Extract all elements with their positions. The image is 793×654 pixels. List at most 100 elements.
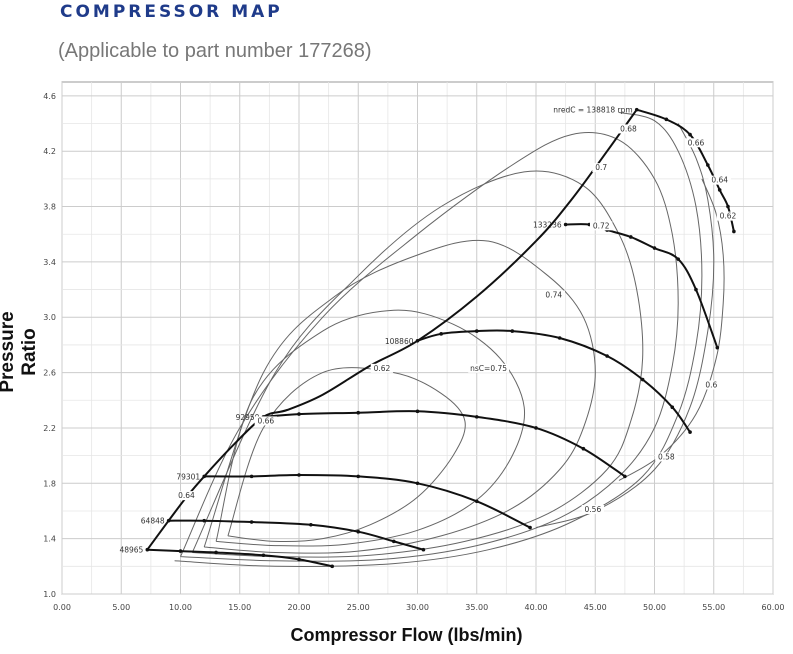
speed-point bbox=[356, 474, 361, 479]
x-tick-label: 50.00 bbox=[643, 603, 666, 612]
efficiency-label: nsC=0.75 bbox=[470, 364, 507, 373]
speed-point bbox=[640, 377, 645, 382]
speed-point bbox=[581, 446, 586, 451]
speed-point bbox=[605, 354, 609, 358]
x-tick-label: 5.00 bbox=[112, 603, 130, 612]
efficiency-label-bg bbox=[581, 504, 605, 514]
page-title: COMPRESSOR MAP bbox=[60, 2, 283, 22]
efficiency-contour bbox=[227, 367, 466, 543]
efficiency-contour bbox=[191, 170, 644, 558]
speed-point bbox=[392, 539, 396, 544]
x-tick-label: 0.00 bbox=[53, 603, 71, 612]
speed-point bbox=[415, 481, 420, 486]
speed-point bbox=[356, 529, 361, 534]
page-subtitle: (Applicable to part number 177268) bbox=[58, 40, 372, 62]
x-tick-label: 45.00 bbox=[584, 603, 607, 612]
speed-point bbox=[715, 345, 720, 350]
efficiency-label: 0.74 bbox=[545, 290, 562, 299]
efficiency-label: 0.62 bbox=[374, 364, 391, 373]
efficiency-label: 0.66 bbox=[688, 138, 705, 147]
efficiency-label-bg bbox=[716, 211, 740, 221]
x-tick-label: 55.00 bbox=[702, 603, 725, 612]
y-tick-label: 4.2 bbox=[43, 147, 56, 156]
efficiency-contour bbox=[215, 309, 526, 547]
surge-line bbox=[146, 109, 638, 551]
efficiency-label: 0.6 bbox=[705, 380, 717, 389]
efficiency-label-bg bbox=[542, 290, 565, 300]
speed-point bbox=[474, 499, 479, 504]
efficiency-label: 0.64 bbox=[178, 491, 195, 500]
efficiency-label: 0.7 bbox=[595, 163, 607, 172]
efficiency-islands bbox=[174, 111, 725, 567]
speed-point bbox=[670, 405, 675, 409]
speed-point bbox=[356, 410, 361, 415]
efficiency-label: 0.66 bbox=[257, 416, 274, 425]
efficiency-contour bbox=[174, 111, 703, 567]
speed-point bbox=[421, 547, 426, 552]
y-tick-label: 3.8 bbox=[43, 203, 56, 212]
x-tick-label: 35.00 bbox=[465, 603, 488, 612]
speed-point bbox=[717, 188, 722, 192]
speed-point bbox=[178, 549, 183, 553]
efficiency-label-bg bbox=[702, 380, 721, 390]
speed-point bbox=[528, 525, 532, 530]
speed-line-label: 79301 bbox=[176, 472, 200, 481]
speed-point bbox=[557, 336, 562, 340]
efficiency-label-bg bbox=[655, 452, 678, 462]
speed-point bbox=[439, 332, 444, 336]
y-tick-label: 3.0 bbox=[43, 313, 56, 322]
axis-ticks: 0.00 5.00 10.00 15.00 20.00 25.00 30.00 35.00 40… bbox=[43, 92, 784, 612]
speed-point bbox=[297, 557, 301, 562]
speed-point bbox=[688, 132, 692, 137]
efficiency-label: 0.64 bbox=[711, 176, 728, 185]
efficiency-label: 0.56 bbox=[585, 505, 602, 514]
y-tick-label: 1.0 bbox=[43, 590, 56, 599]
speed-point bbox=[309, 523, 313, 527]
speed-point bbox=[214, 550, 218, 555]
x-tick-label: 20.00 bbox=[288, 603, 311, 612]
x-tick-label: 15.00 bbox=[228, 603, 251, 612]
y-tick-label: 1.8 bbox=[43, 479, 56, 488]
surge-line-path bbox=[146, 109, 638, 551]
speed-point bbox=[330, 564, 334, 569]
y-tick-label: 1.4 bbox=[43, 535, 56, 544]
speed-point bbox=[726, 204, 730, 209]
efficiency-label-bg bbox=[175, 491, 198, 501]
speed-point bbox=[415, 409, 420, 414]
x-tick-label: 60.00 bbox=[762, 603, 785, 612]
efficiency-contour bbox=[203, 239, 596, 554]
speed-point bbox=[297, 412, 301, 416]
chart-labels: 0.56 0.58 0.6 0.62 0.64 0.66 0.68 0.7 0.72 0.74 ns… bbox=[175, 124, 740, 514]
efficiency-label-bg bbox=[589, 221, 613, 231]
y-tick-label: 2.6 bbox=[43, 369, 56, 378]
speed-point bbox=[623, 474, 627, 479]
efficiency-label-bg bbox=[592, 163, 611, 173]
efficiency-contour bbox=[180, 132, 679, 562]
speed-point bbox=[664, 117, 669, 122]
efficiency-label-bg bbox=[684, 138, 708, 148]
speed-line-label: nredC = 138818 rpm bbox=[553, 106, 633, 115]
x-tick-label: 40.00 bbox=[525, 603, 548, 612]
speed-line-label: 108860 bbox=[385, 337, 414, 346]
efficiency-label-bg bbox=[254, 416, 278, 426]
speed-point bbox=[297, 473, 301, 477]
speed-point bbox=[261, 553, 266, 558]
speed-point bbox=[249, 520, 254, 524]
speed-line bbox=[263, 410, 626, 478]
x-axis-label: Compressor Flow (lbs/min) bbox=[290, 625, 523, 645]
speed-point bbox=[694, 287, 698, 292]
speed-point bbox=[629, 235, 633, 239]
efficiency-label: 0.62 bbox=[720, 212, 737, 221]
speed-line-label: 64848 bbox=[141, 517, 165, 526]
y-tick-label: 4.6 bbox=[43, 92, 56, 101]
speed-point bbox=[510, 329, 515, 333]
efficiency-label: 0.72 bbox=[593, 221, 610, 230]
speed-point bbox=[676, 257, 680, 261]
speed-point bbox=[249, 474, 254, 479]
y-tick-label: 2.2 bbox=[43, 424, 56, 433]
y-axis-label: Pressure Ratio bbox=[0, 311, 40, 393]
speed-point bbox=[202, 518, 206, 523]
speed-point bbox=[706, 163, 710, 167]
speed-point bbox=[474, 329, 479, 333]
